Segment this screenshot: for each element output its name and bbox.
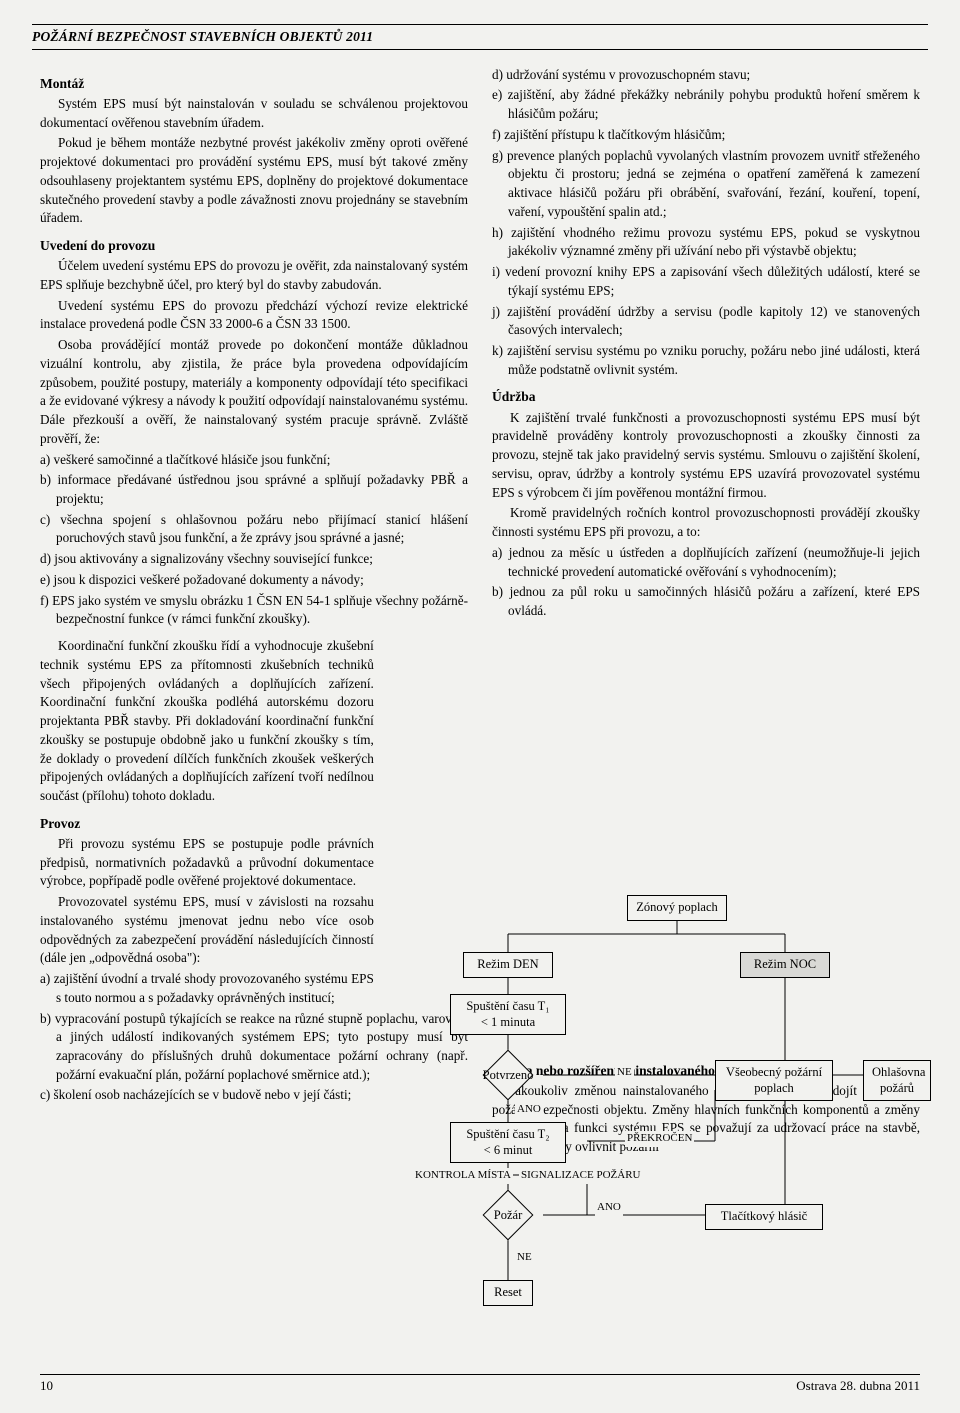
node-rezim-noc: Režim NOC	[740, 952, 830, 978]
para: Při provozu systému EPS se postupuje pod…	[40, 835, 374, 891]
node-rezim-den: Režim DEN	[463, 952, 553, 978]
para: Koordinační funkční zkoušku řídí a vyhod…	[40, 637, 374, 806]
para: Účelem uvedení systému EPS do provozu je…	[40, 257, 468, 294]
list-item: a) veškeré samočinné a tlačítkové hlásič…	[40, 451, 468, 470]
list-item: g) prevence planých poplachů vyvolaných …	[492, 147, 920, 222]
edge-label-ne: NE	[615, 1065, 634, 1081]
page-header: POŽÁRNÍ BEZPEČNOST STAVEBNÍCH OBJEKTŮ 20…	[32, 24, 928, 50]
page-footer: 10 Ostrava 28. dubna 2011	[40, 1374, 920, 1395]
node-pozar-label: Požár	[485, 1208, 531, 1223]
list-item: e) jsou k dispozici veškeré požadované d…	[40, 571, 468, 590]
heading-udrzba: Údržba	[492, 387, 920, 406]
node-t1: Spuštění času T₁ < 1 minuta	[450, 994, 566, 1035]
node-label: požárů	[880, 1081, 914, 1095]
node-label: Spuštění času T₁	[466, 999, 549, 1013]
node-potvrzeno-label: Potvrzeno	[473, 1068, 543, 1083]
edge-label-ano: ANO	[515, 1102, 543, 1118]
list-item: j) zajištění provádění údržby a servisu …	[492, 303, 920, 340]
node-label: poplach	[754, 1081, 794, 1095]
node-label: Zónový poplach	[636, 900, 718, 914]
node-label: Všeobecný požární	[726, 1065, 822, 1079]
para: Kromě pravidelných ročních kontrol provo…	[492, 504, 920, 541]
node-label: Reset	[494, 1285, 522, 1299]
node-label: Tlačítkový hlásič	[721, 1209, 807, 1223]
para: Systém EPS musí být nainstalován v soula…	[40, 95, 468, 132]
heading-montaz: Montáž	[40, 74, 468, 93]
para: K zajištění trvalé funkčnosti a provozus…	[492, 409, 920, 503]
footer-page-number: 10	[40, 1377, 53, 1395]
node-label: Spuštění času T₂	[466, 1127, 549, 1141]
node-ohlasovna: Ohlašovna požárů	[863, 1060, 931, 1101]
list-item: d) jsou aktivovány a signalizovány všech…	[40, 550, 468, 569]
list-item: a) zajištění úvodní a trvalé shody provo…	[40, 970, 374, 1007]
para: Osoba provádějící montáž provede po doko…	[40, 336, 468, 448]
list-item: k) zajištění servisu systému po vzniku p…	[492, 342, 920, 379]
list-item: a) jednou za měsíc u ústředen a doplňují…	[492, 544, 920, 581]
flowchart: Zónový poplach Režim DEN Režim NOC Spušt…	[395, 892, 930, 1322]
para: Provozovatel systému EPS, musí v závislo…	[40, 893, 374, 968]
label-kontrola: KONTROLA MÍSTA	[413, 1168, 513, 1184]
list-item: e) zajištění, aby žádné překážky nebráni…	[492, 86, 920, 123]
list-item: i) vedení provozní knihy EPS a zapisován…	[492, 263, 920, 300]
node-reset: Reset	[483, 1280, 533, 1306]
node-vseobecny-poplach: Všeobecný požární poplach	[715, 1060, 833, 1101]
label-signalizace: SIGNALIZACE POŽÁRU	[519, 1168, 642, 1184]
para: Uvedení systému EPS do provozu předchází…	[40, 297, 468, 334]
list-item: f) zajištění přístupu k tlačítkovým hlás…	[492, 126, 920, 145]
footer-date: Ostrava 28. dubna 2011	[796, 1377, 920, 1395]
node-t2: Spuštění času T₂ < 6 minut	[450, 1122, 566, 1163]
node-label: < 1 minuta	[481, 1015, 535, 1029]
node-zonovy-poplach: Zónový poplach	[627, 895, 727, 921]
para: Pokud je během montáže nezbytné provést …	[40, 134, 468, 228]
list-item: b) informace předávané ústřednou jsou sp…	[40, 471, 468, 508]
list-item: f) EPS jako systém ve smyslu obrázku 1 Č…	[40, 592, 468, 629]
node-label: < 6 minut	[484, 1143, 533, 1157]
edge-label-ano: ANO	[595, 1200, 623, 1216]
node-label: Ohlašovna	[872, 1065, 925, 1079]
heading-provoz: Provoz	[40, 814, 374, 833]
list-item: c) všechna spojení s ohlašovnou požáru n…	[40, 511, 468, 548]
list-item: h) zajištění vhodného režimu provozu sys…	[492, 224, 920, 261]
heading-uvedeni: Uvedení do provozu	[40, 236, 468, 255]
header-title: POŽÁRNÍ BEZPEČNOST STAVEBNÍCH OBJEKTŮ 20…	[32, 29, 373, 44]
list-item: b) jednou za půl roku u samočinných hlás…	[492, 583, 920, 620]
node-tlacitkovy-hlasic: Tlačítkový hlásič	[705, 1204, 823, 1230]
list-item: d) udržování systému v provozuschopném s…	[492, 66, 920, 85]
node-label: Režim NOC	[754, 957, 816, 971]
node-label: Režim DEN	[477, 957, 538, 971]
edge-label-prekrocen: PŘEKROČEN	[625, 1131, 694, 1147]
edge-label-ne: NE	[515, 1250, 534, 1266]
